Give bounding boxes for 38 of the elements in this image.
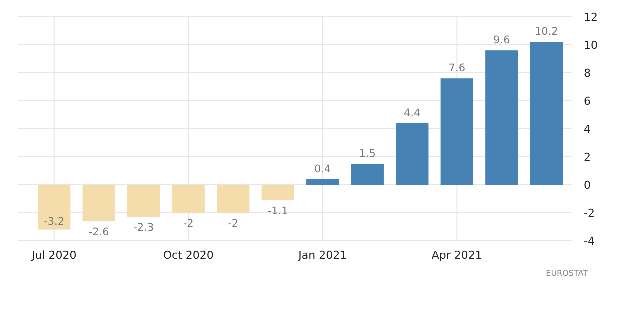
data-label: 0.4 xyxy=(314,163,332,176)
x-tick-label: Apr 2021 xyxy=(432,248,482,262)
bar xyxy=(172,185,205,213)
data-label: -2.6 xyxy=(88,226,110,238)
data-label: -2 xyxy=(228,218,239,230)
data-label: 10.2 xyxy=(534,26,558,38)
bar xyxy=(262,185,294,200)
bar xyxy=(82,185,116,222)
bar xyxy=(38,185,71,230)
data-label: -3.2 xyxy=(44,216,65,228)
data-label: 7.6 xyxy=(448,62,466,75)
bar xyxy=(306,179,340,185)
y-tick-label: 4 xyxy=(584,122,591,136)
bar xyxy=(396,123,429,185)
data-label: 4.4 xyxy=(404,107,422,120)
data-label: 9.6 xyxy=(494,34,511,47)
y-tick-label: -4 xyxy=(584,234,595,248)
y-tick-label: 8 xyxy=(584,66,591,80)
data-label: -1.1 xyxy=(268,205,288,218)
data-label: -2.3 xyxy=(134,222,154,234)
y-tick-label: 12 xyxy=(584,10,598,24)
y-tick-label: 10 xyxy=(584,38,598,52)
x-tick-label: Oct 2020 xyxy=(163,248,214,262)
y-tick-label: 0 xyxy=(584,178,591,192)
bar xyxy=(440,78,474,185)
data-label: -2 xyxy=(183,218,194,230)
y-tick-label: 2 xyxy=(584,150,591,164)
bar xyxy=(351,164,384,185)
bar xyxy=(128,185,160,218)
bar xyxy=(530,42,563,185)
x-tick-label: Jan 2021 xyxy=(298,248,348,262)
y-tick-label: -2 xyxy=(584,206,595,220)
text: EUROSTAT xyxy=(546,269,588,278)
bar xyxy=(486,50,518,185)
x-tick-label: Jul 2020 xyxy=(30,248,77,262)
data-label: 1.5 xyxy=(359,148,376,160)
y-tick-label: 6 xyxy=(584,94,591,108)
bar xyxy=(217,185,250,213)
